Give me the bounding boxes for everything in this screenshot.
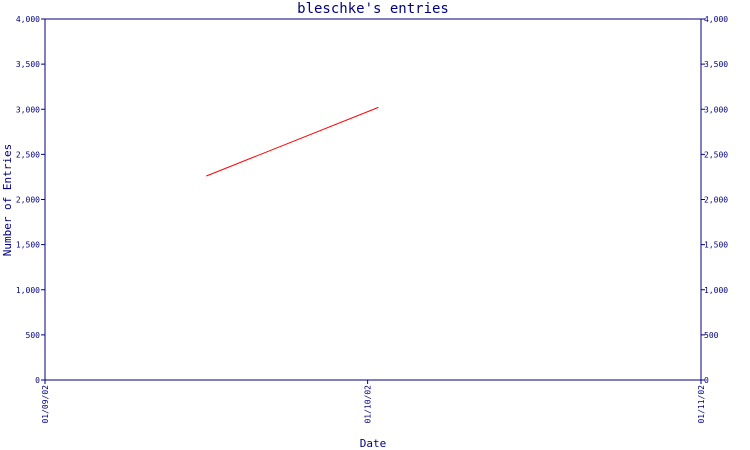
y-tick-label-left: 0 (35, 376, 40, 385)
y-axis-left: 0 500 1,000 1,500 2,000 2,500 3,000 3,500 4,000 (16, 15, 45, 385)
plot-area (44, 18, 702, 381)
chart-title: bleschke's entries (297, 1, 449, 17)
y-tick-label-left: 1,000 (16, 286, 40, 295)
x-axis-label: Date (360, 437, 387, 450)
series-line (206, 106, 379, 177)
x-tick-label: 01/09/02 (41, 385, 50, 424)
y-tick-label-right: 4,000 (704, 15, 728, 24)
y-tick-label-right: 2,000 (704, 196, 728, 205)
series-layer (206, 106, 379, 177)
y-tick-label-right: 1,500 (704, 241, 728, 250)
y-tick-label-left: 2,500 (16, 150, 40, 159)
y-tick-label-right: 500 (704, 331, 719, 340)
y-tick-label-right: 3,000 (704, 105, 728, 114)
y-tick-label-right: 3,500 (704, 60, 728, 69)
y-tick-label-right: 1,000 (704, 286, 728, 295)
y-tick-label-left: 4,000 (16, 15, 40, 24)
y-tick-label-right: 2,500 (704, 150, 728, 159)
y-tick-label-left: 2,000 (16, 196, 40, 205)
y-tick-label-left: 1,500 (16, 241, 40, 250)
x-tick-label: 01/11/02 (697, 385, 706, 424)
y-tick-label-left: 500 (26, 331, 41, 340)
y-tick-label-right: 0 (704, 376, 709, 385)
y-tick-label-left: 3,000 (16, 105, 40, 114)
y-tick-label-left: 3,500 (16, 60, 40, 69)
y-axis-label: Number of Entries (1, 144, 14, 257)
x-tick-label: 01/10/02 (364, 385, 373, 424)
x-axis: 01/09/02 01/10/02 01/11/02 (41, 380, 706, 424)
y-axis-right: 0 500 1,000 1,500 2,000 2,500 3,000 3,500 4,000 (701, 15, 728, 385)
